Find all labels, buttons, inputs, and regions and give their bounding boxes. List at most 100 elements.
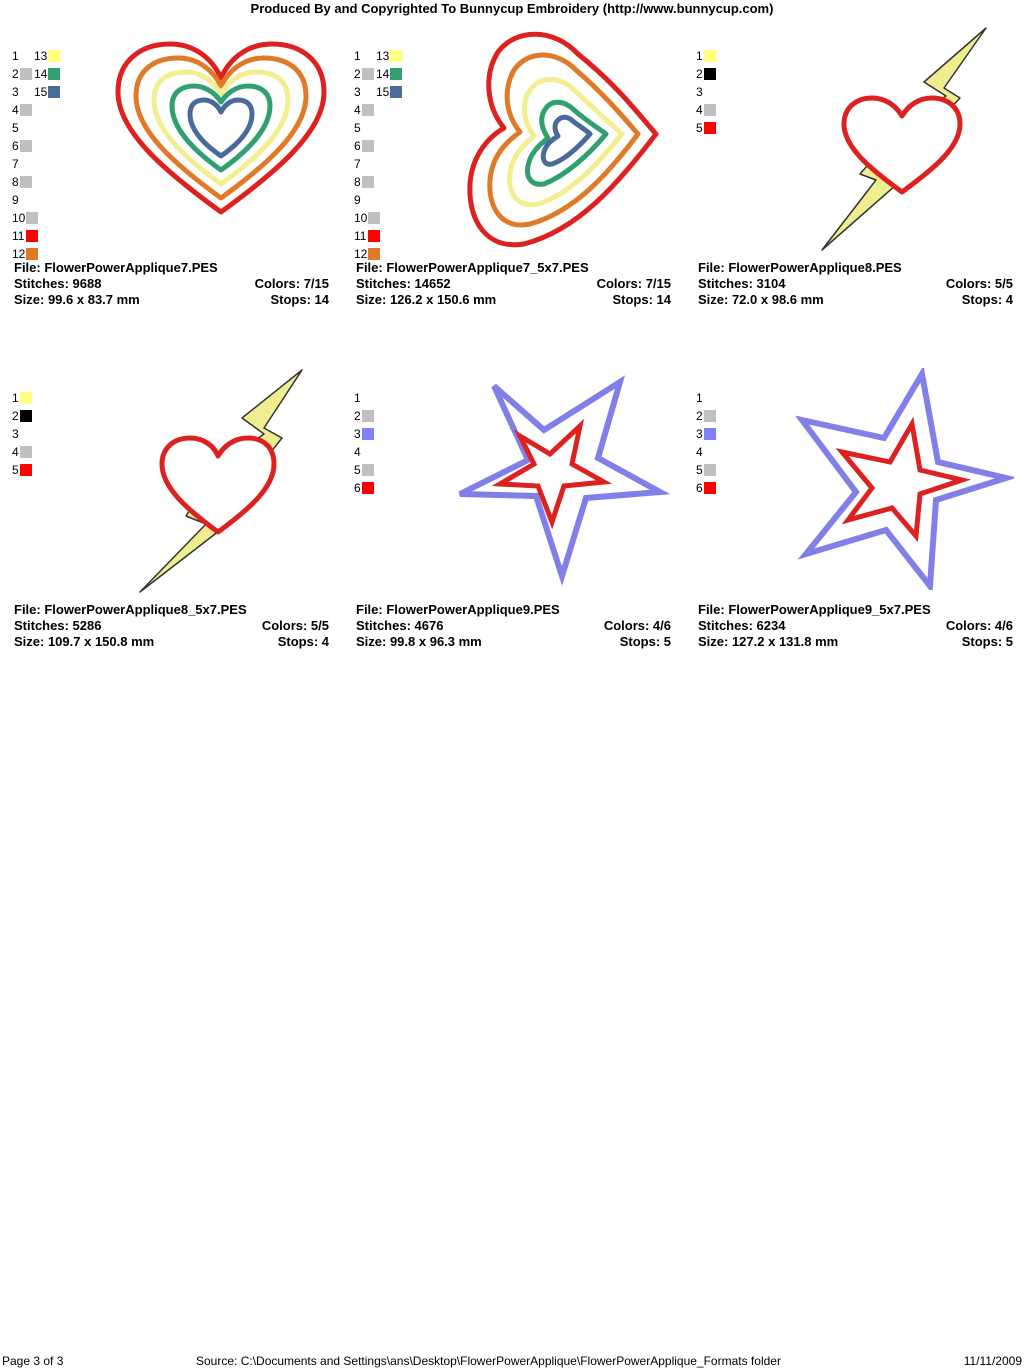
- legend-number: 12: [12, 247, 26, 261]
- design-cell: 1 2 3 4 5 6 File: FlowerPowerApplique9.PES St…: [348, 362, 678, 662]
- stitch-count: Stitches: 4676: [356, 618, 444, 633]
- legend-number: 2: [696, 67, 703, 81]
- legend-number: 9: [354, 193, 361, 207]
- legend-number: 3: [12, 427, 19, 441]
- color-count: Colors: 5/5: [945, 276, 1013, 291]
- heart-lightning-tall-artwork: [139, 369, 303, 593]
- color-legend: 1 2 3 4 5 6 7 8 9 10 11 12 13 14 15: [354, 48, 424, 278]
- color-swatch: [362, 104, 374, 116]
- color-legend: 1 2 3 4 5: [696, 48, 766, 278]
- legend-number: 4: [354, 445, 361, 459]
- legend-number: 6: [354, 481, 361, 495]
- legend-number: 2: [354, 67, 361, 81]
- legend-number: 5: [12, 463, 19, 477]
- color-swatch: [20, 140, 32, 152]
- color-swatch: [48, 50, 60, 62]
- stitch-count: Stitches: 3104: [698, 276, 786, 291]
- stop-count: Stops: 14: [270, 292, 329, 307]
- legend-number: 6: [696, 481, 703, 495]
- color-count: Colors: 5/5: [261, 618, 329, 633]
- color-swatch: [362, 464, 374, 476]
- color-count: Colors: 4/6: [603, 618, 671, 633]
- legend-number: 15: [376, 85, 390, 99]
- legend-number: 4: [12, 445, 19, 459]
- legend-number: 6: [354, 139, 361, 153]
- color-swatch: [20, 392, 32, 404]
- color-count: Colors: 7/15: [254, 276, 329, 291]
- star-tall-artwork: [796, 368, 1014, 590]
- color-swatch: [390, 68, 402, 80]
- color-swatch: [362, 68, 374, 80]
- design-size: Size: 126.2 x 150.6 mm: [356, 292, 497, 307]
- color-swatch: [704, 104, 716, 116]
- legend-number: 10: [354, 211, 368, 225]
- design-cell: 1 2 3 4 5 6 7 8 9 10 11 12 13 14 15 File: FlowerPowerA…: [348, 20, 678, 320]
- legend-number: 2: [12, 67, 19, 81]
- legend-number: 8: [12, 175, 19, 189]
- legend-number: 5: [696, 121, 703, 135]
- legend-number: 6: [12, 139, 19, 153]
- legend-number: 3: [354, 427, 361, 441]
- color-swatch: [26, 212, 38, 224]
- legend-number: 1: [354, 49, 361, 63]
- color-swatch: [390, 86, 402, 98]
- color-swatch: [20, 104, 32, 116]
- design-cell: 1 2 3 4 5 File: FlowerPowerApplique8_5x7.PES…: [6, 362, 336, 662]
- legend-number: 5: [696, 463, 703, 477]
- stitch-count: Stitches: 5286: [14, 618, 102, 633]
- color-legend: 1 2 3 4 5 6 7 8 9 10 11 12 13 14 15: [12, 48, 82, 278]
- color-swatch: [704, 68, 716, 80]
- stop-count: Stops: 14: [612, 292, 671, 307]
- color-swatch: [362, 176, 374, 188]
- design-cell: 1 2 3 4 5 6 File: FlowerPowerApplique9_5x7.PE…: [690, 362, 1020, 662]
- heart-rainbow-tall-artwork: [467, 31, 659, 248]
- color-legend: 1 2 3 4 5 6: [354, 390, 424, 620]
- legend-number: 3: [354, 85, 361, 99]
- color-legend: 1 2 3 4 5: [12, 390, 82, 620]
- color-swatch: [20, 446, 32, 458]
- design-size: Size: 99.6 x 83.7 mm: [14, 292, 140, 307]
- stop-count: Stops: 5: [961, 634, 1013, 649]
- color-swatch: [704, 122, 716, 134]
- color-swatch: [362, 140, 374, 152]
- color-swatch: [20, 176, 32, 188]
- color-swatch: [704, 410, 716, 422]
- source-path: Source: C:\Documents and Settings\ans\De…: [196, 1354, 781, 1368]
- color-swatch: [20, 68, 32, 80]
- legend-number: 1: [696, 49, 703, 63]
- color-swatch: [368, 230, 380, 242]
- color-legend: 1 2 3 4 5 6: [696, 390, 766, 620]
- page-header: Produced By and Copyrighted To Bunnycup …: [250, 1, 774, 16]
- color-swatch: [48, 86, 60, 98]
- legend-number: 12: [354, 247, 368, 261]
- color-swatch: [20, 410, 32, 422]
- file-name: File: FlowerPowerApplique8_5x7.PES: [14, 602, 247, 617]
- legend-number: 4: [696, 445, 703, 459]
- legend-number: 1: [354, 391, 361, 405]
- file-name: File: FlowerPowerApplique9_5x7.PES: [698, 602, 931, 617]
- legend-number: 9: [12, 193, 19, 207]
- legend-number: 11: [354, 229, 367, 243]
- legend-number: 1: [12, 49, 19, 63]
- color-swatch: [704, 482, 716, 494]
- design-size: Size: 99.8 x 96.3 mm: [356, 634, 482, 649]
- legend-number: 4: [354, 103, 361, 117]
- color-swatch: [48, 68, 60, 80]
- design-size: Size: 127.2 x 131.8 mm: [698, 634, 839, 649]
- legend-number: 3: [12, 85, 19, 99]
- legend-number: 2: [12, 409, 19, 423]
- design-cell: 1 2 3 4 5 File: FlowerPowerApplique8.PES Sti…: [690, 20, 1020, 320]
- legend-number: 14: [34, 67, 48, 81]
- file-name: File: FlowerPowerApplique7_5x7.PES: [356, 260, 589, 275]
- legend-number: 11: [12, 229, 25, 243]
- color-swatch: [362, 482, 374, 494]
- legend-number: 2: [696, 409, 703, 423]
- legend-number: 13: [376, 49, 390, 63]
- star-artwork: [458, 375, 670, 586]
- color-swatch: [26, 230, 38, 242]
- legend-number: 3: [696, 85, 703, 99]
- legend-number: 5: [354, 463, 361, 477]
- color-swatch: [368, 212, 380, 224]
- stop-count: Stops: 5: [619, 634, 671, 649]
- legend-number: 7: [12, 157, 19, 171]
